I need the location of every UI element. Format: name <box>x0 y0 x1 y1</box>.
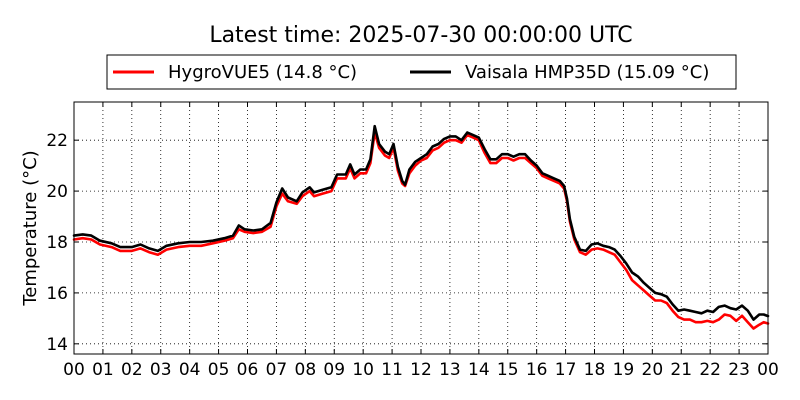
chart-title: Latest time: 2025-07-30 00:00:00 UTC <box>209 23 632 48</box>
x-tick-label: 23 <box>728 360 750 380</box>
x-tick-label: 13 <box>439 360 461 380</box>
y-tick-label: 22 <box>46 131 68 151</box>
legend-label-hygrovue5: HygroVUE5 (14.8 °C) <box>168 62 357 83</box>
x-tick-label: 01 <box>92 360 114 380</box>
y-tick-label: 18 <box>46 233 68 253</box>
x-tick-label: 04 <box>179 360 201 380</box>
legend: HygroVUE5 (14.8 °C) Vaisala HMP35D (15.0… <box>106 54 737 90</box>
x-tick-label: 18 <box>584 360 606 380</box>
x-tick-label: 22 <box>699 360 721 380</box>
x-tick-label: 16 <box>526 360 548 380</box>
x-tick-label: 06 <box>237 360 259 380</box>
series-layer <box>72 124 770 330</box>
x-tick-label: 15 <box>497 360 519 380</box>
x-tick-label: 11 <box>381 360 403 380</box>
series-line-vaisala <box>72 124 770 321</box>
y-tick-label: 20 <box>46 182 68 202</box>
x-tick-label: 10 <box>352 360 374 380</box>
x-tick-label: 03 <box>150 360 172 380</box>
x-tick-label: 00 <box>63 360 85 380</box>
x-tick-label: 09 <box>323 360 345 380</box>
x-tick-label: 14 <box>468 360 490 380</box>
x-tick-label: 05 <box>208 360 230 380</box>
y-axis-label: Temperature (°C) <box>20 150 41 306</box>
x-tick-label: 00 <box>757 360 779 380</box>
ticks: 00 01 02 03 04 05 06 07 08 09 10 11 12 13 14 15 16 17 18 19… <box>46 102 779 380</box>
legend-label-vaisala: Vaisala HMP35D (15.09 °C) <box>465 62 709 83</box>
x-tick-label: 17 <box>555 360 577 380</box>
x-tick-label: 02 <box>121 360 143 380</box>
x-tick-label: 12 <box>410 360 432 380</box>
series-line-hygrovue5 <box>72 131 770 330</box>
y-tick-label: 16 <box>46 284 68 304</box>
x-tick-label: 21 <box>670 360 692 380</box>
x-tick-label: 08 <box>295 360 317 380</box>
y-tick-label: 14 <box>46 335 68 355</box>
x-tick-label: 20 <box>642 360 664 380</box>
x-tick-label: 07 <box>266 360 288 380</box>
plot-frame <box>73 101 769 355</box>
x-tick-label: 19 <box>613 360 635 380</box>
